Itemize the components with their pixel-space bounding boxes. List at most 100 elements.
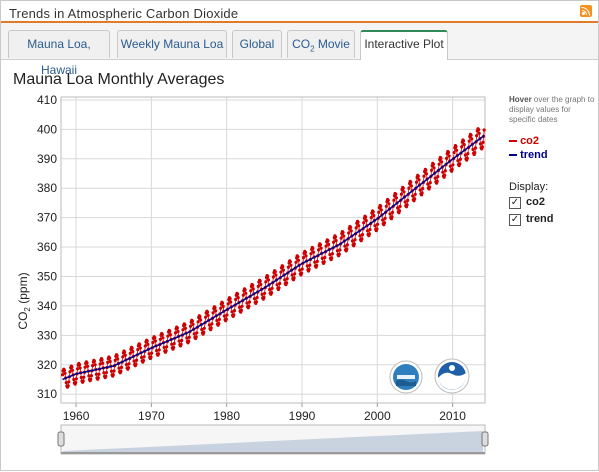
tab-global[interactable]: Global <box>232 30 282 58</box>
co2-point <box>315 263 319 268</box>
noaa-logo <box>434 358 470 394</box>
co2-point <box>96 376 100 380</box>
co2-point <box>183 326 188 330</box>
co2-point <box>273 270 277 274</box>
co2-point <box>323 255 327 260</box>
y-tick-label: 400 <box>37 122 57 136</box>
co2-point <box>64 381 68 385</box>
co2-point <box>396 206 400 210</box>
co2-point <box>166 334 170 338</box>
co2-point <box>198 315 202 319</box>
co2-point <box>473 146 478 150</box>
y-tick-label: 350 <box>37 269 57 283</box>
co2-point <box>289 263 293 267</box>
co2-point <box>440 160 444 164</box>
co2-point <box>441 170 445 174</box>
co2-point <box>132 359 136 363</box>
co2-point <box>428 181 432 185</box>
co2-point <box>313 260 317 264</box>
x-tick-label: 2010 <box>439 409 466 423</box>
co2-point <box>256 284 260 288</box>
co2-point <box>215 318 219 323</box>
co2-point <box>473 151 477 155</box>
co2-point <box>211 311 215 315</box>
co2-point <box>436 175 440 179</box>
co2-point <box>191 322 195 326</box>
co2-point <box>209 326 213 330</box>
co2-point <box>387 202 391 206</box>
co2-point <box>298 268 302 272</box>
co2-point <box>333 235 338 239</box>
tab-interactive-plot[interactable]: Interactive Plot <box>360 30 448 60</box>
co2-point <box>123 350 127 354</box>
co2-point <box>232 313 236 317</box>
co2-point <box>424 172 429 176</box>
tab-mauna-loa-hawaii[interactable]: Mauna Loa, Hawaii <box>8 30 110 77</box>
co2-point <box>89 374 93 378</box>
co2-point <box>124 363 129 367</box>
co2-point <box>401 186 405 190</box>
co2-point <box>219 306 223 310</box>
co2-point <box>172 345 176 350</box>
co2-point <box>315 259 319 263</box>
co2-point <box>108 359 112 364</box>
co2-point <box>255 296 259 300</box>
co2-point <box>136 348 140 352</box>
co2-point <box>153 336 157 340</box>
checkbox-co2[interactable]: ✓ <box>509 197 521 209</box>
co2-point <box>252 297 257 301</box>
co2-point <box>443 173 447 177</box>
co2-point <box>121 355 125 359</box>
co2-point <box>471 147 475 152</box>
co2-point <box>431 162 435 166</box>
co2-point <box>379 204 383 208</box>
co2-point <box>290 273 294 277</box>
co2-point <box>465 156 469 160</box>
tab-weekly-mauna-loa[interactable]: Weekly Mauna Loa <box>117 30 227 58</box>
co2-point <box>226 302 230 306</box>
co2-point <box>236 292 240 296</box>
y-tick-label: 330 <box>37 328 57 342</box>
co2-point <box>269 291 274 295</box>
co2-point <box>175 326 179 330</box>
co2-point <box>271 275 275 279</box>
co2-point <box>439 156 443 160</box>
tab-co2-movie-subscript: 2 <box>310 44 315 54</box>
co2-point <box>247 304 251 308</box>
co2-point <box>188 324 193 328</box>
checkbox-label-trend[interactable]: trend <box>526 213 554 225</box>
co2-point <box>234 297 238 302</box>
co2-point <box>324 244 328 248</box>
co2-point <box>413 192 417 196</box>
co2-point <box>251 283 255 288</box>
co2-point <box>140 355 144 360</box>
co2-point <box>330 252 334 256</box>
checkbox-trend[interactable]: ✓ <box>509 214 521 226</box>
co2-point <box>437 162 441 166</box>
legend-swatch-co2 <box>509 140 517 143</box>
chart-title: Mauna Loa Monthly Averages <box>13 71 225 88</box>
co2-point <box>445 156 449 160</box>
co2-point <box>466 152 470 156</box>
co2-point <box>460 145 464 149</box>
co2-point <box>337 252 341 256</box>
co2-point <box>373 224 377 228</box>
co2-point <box>308 263 312 267</box>
co2-point <box>418 188 422 192</box>
co2-point <box>368 227 372 232</box>
co2-point <box>305 264 309 268</box>
tab-co2-movie[interactable]: CO2 Movie <box>287 30 355 58</box>
y-axis-label-main: CO <box>16 312 30 330</box>
co2-point <box>79 375 83 380</box>
co2-point <box>185 336 189 340</box>
co2-point <box>220 301 225 305</box>
co2-point <box>225 313 229 317</box>
rss-icon[interactable] <box>580 5 592 17</box>
co2-point <box>388 212 392 216</box>
checkbox-label-co2[interactable]: co2 <box>526 196 545 208</box>
co2-point <box>303 250 307 254</box>
y-tick-label: 380 <box>37 181 57 195</box>
co2-point <box>249 289 253 293</box>
co2-point <box>339 236 343 240</box>
